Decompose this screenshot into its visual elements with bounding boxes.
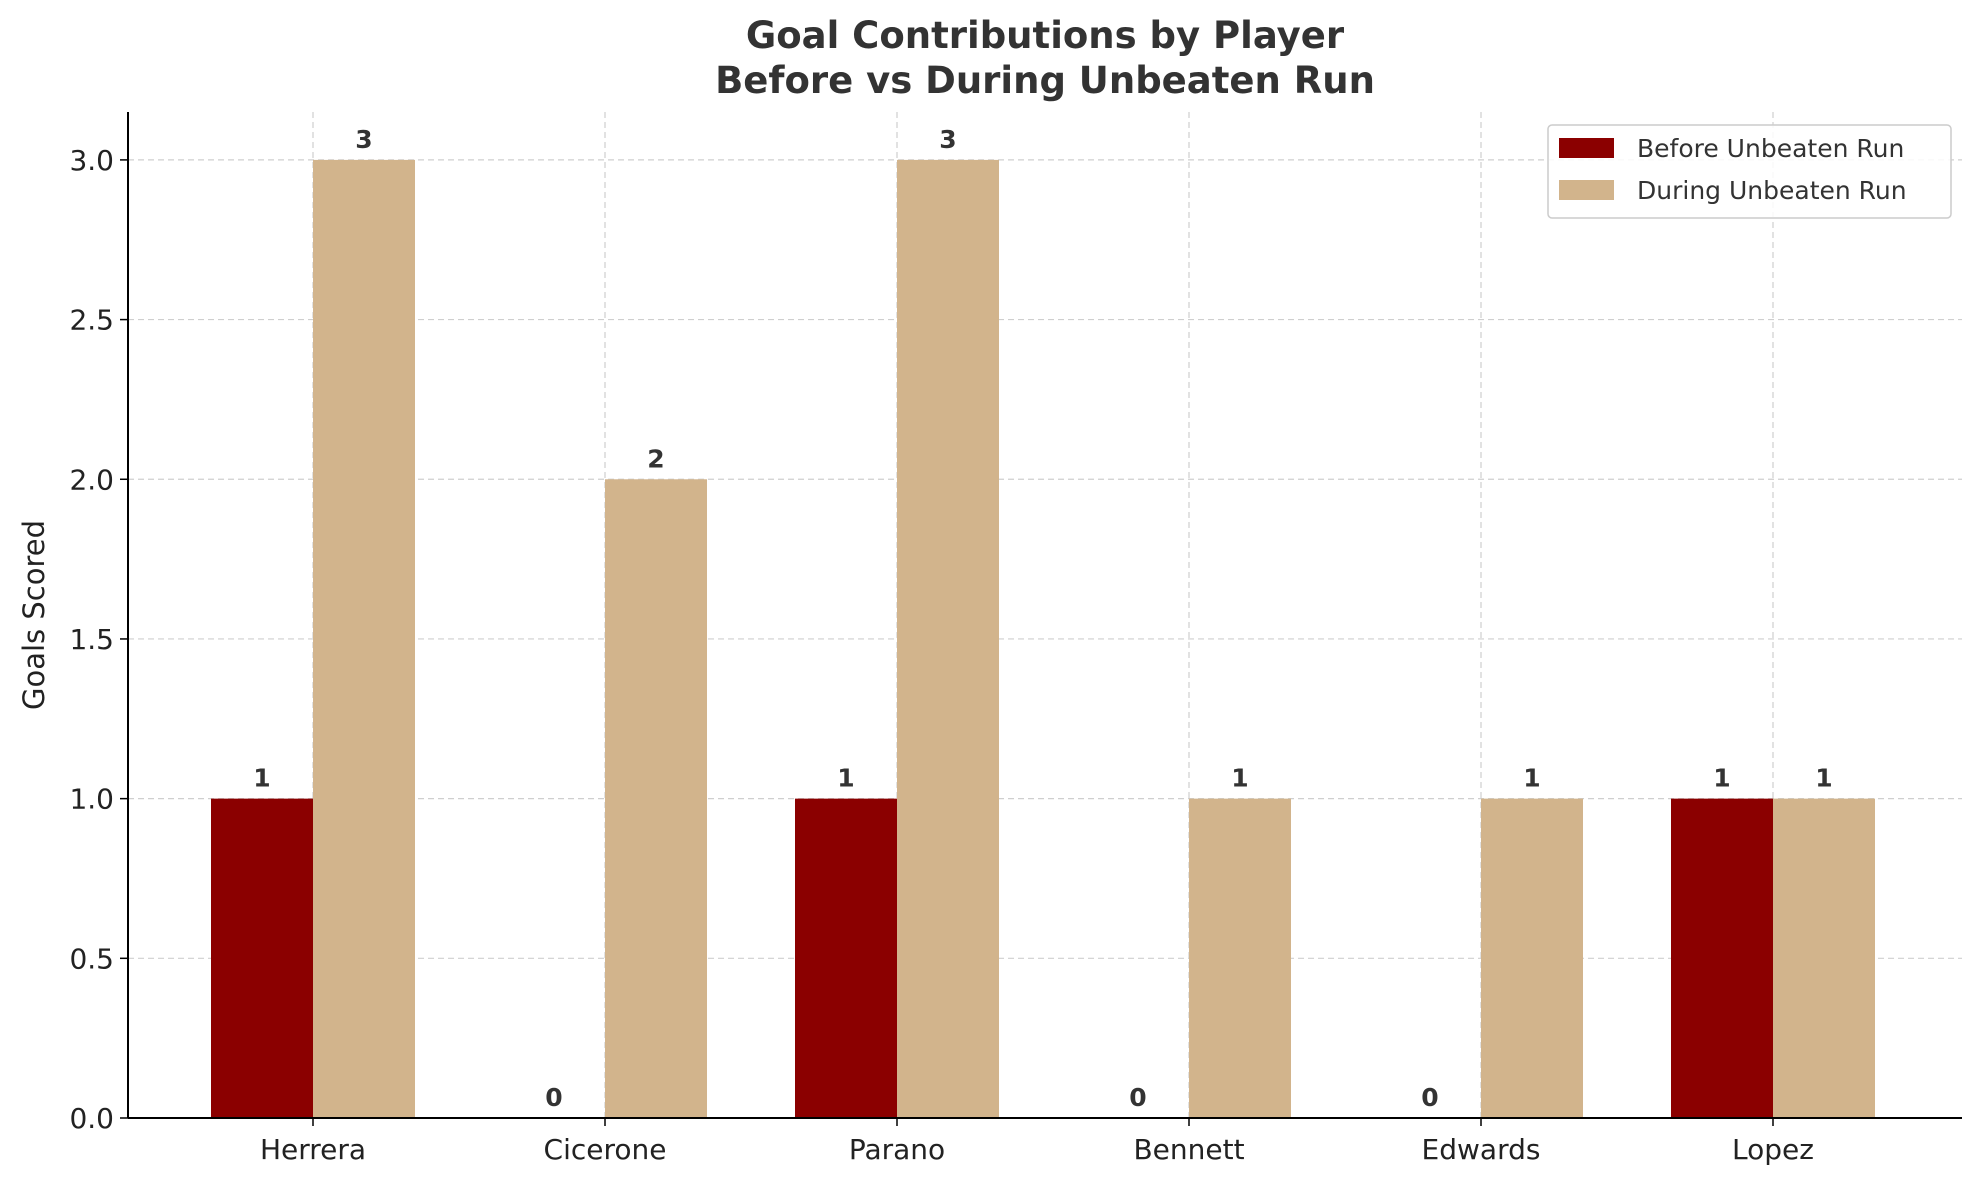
- value-labels: 1 0 1 0 0 1 3 2 3 1 1 1: [253, 125, 1832, 1112]
- x-tick-label-5: Lopez: [1732, 1133, 1814, 1166]
- y-tick-label-1: 0.5: [69, 942, 114, 975]
- value-label-0-3: 0: [1129, 1083, 1146, 1112]
- y-tick-label-2: 1.0: [69, 783, 114, 816]
- y-tick-label-3: 1.5: [69, 623, 114, 656]
- value-label-1-2: 3: [939, 125, 956, 154]
- y-tick-label-0: 0.0: [69, 1102, 114, 1135]
- chart-title-line-1: Goal Contributions by Player: [746, 14, 1345, 57]
- axes: [127, 112, 1962, 1119]
- legend-swatch-1: [1559, 180, 1614, 200]
- x-tick-label-3: Bennett: [1133, 1133, 1244, 1166]
- legend: Before Unbeaten Run During Unbeaten Run: [1547, 124, 1952, 219]
- bar-0-2: [795, 798, 897, 1118]
- bar-1-3: [1189, 798, 1291, 1118]
- bar-1-1: [605, 479, 707, 1118]
- bars: [211, 159, 1875, 1118]
- chart-title-line-2: Before vs During Unbeaten Run: [715, 59, 1375, 102]
- x-tick-label-1: Cicerone: [544, 1133, 667, 1166]
- legend-label-0: Before Unbeaten Run: [1637, 134, 1904, 163]
- x-tick-label-0: Herrera: [260, 1133, 366, 1166]
- legend-label-1: During Unbeaten Run: [1637, 176, 1907, 205]
- x-tick-label-4: Edwards: [1422, 1133, 1541, 1166]
- legend-swatch-0: [1559, 138, 1614, 158]
- bar-0-0: [211, 798, 313, 1118]
- bar-1-2: [897, 159, 999, 1118]
- value-label-0-0: 1: [253, 764, 270, 793]
- x-tick-label-2: Parano: [849, 1133, 945, 1166]
- value-label-1-5: 1: [1815, 764, 1832, 793]
- value-label-0-4: 0: [1421, 1083, 1438, 1112]
- y-axis-label: Goals Scored: [17, 520, 51, 710]
- y-tick-label-5: 2.5: [69, 304, 114, 337]
- bar-1-4: [1481, 798, 1583, 1118]
- value-label-1-4: 1: [1523, 764, 1540, 793]
- value-label-0-1: 0: [545, 1083, 562, 1112]
- value-label-1-0: 3: [355, 125, 372, 154]
- value-label-0-2: 1: [837, 764, 854, 793]
- bar-1-5: [1773, 798, 1875, 1118]
- y-tick-label-6: 3.0: [69, 144, 114, 177]
- value-label-0-5: 1: [1713, 764, 1730, 793]
- value-label-1-3: 1: [1231, 764, 1248, 793]
- y-tick-label-4: 2.0: [69, 463, 114, 496]
- x-ticks: Herrera Cicerone Parano Bennett Edwards Lopez: [260, 1118, 1814, 1166]
- bar-1-0: [313, 159, 415, 1118]
- legend-box: [1547, 124, 1952, 219]
- value-label-1-1: 2: [647, 444, 664, 473]
- y-ticks: 0.0 0.5 1.0 1.5 2.0 2.5 3.0: [69, 144, 128, 1135]
- bar-0-5: [1671, 798, 1773, 1118]
